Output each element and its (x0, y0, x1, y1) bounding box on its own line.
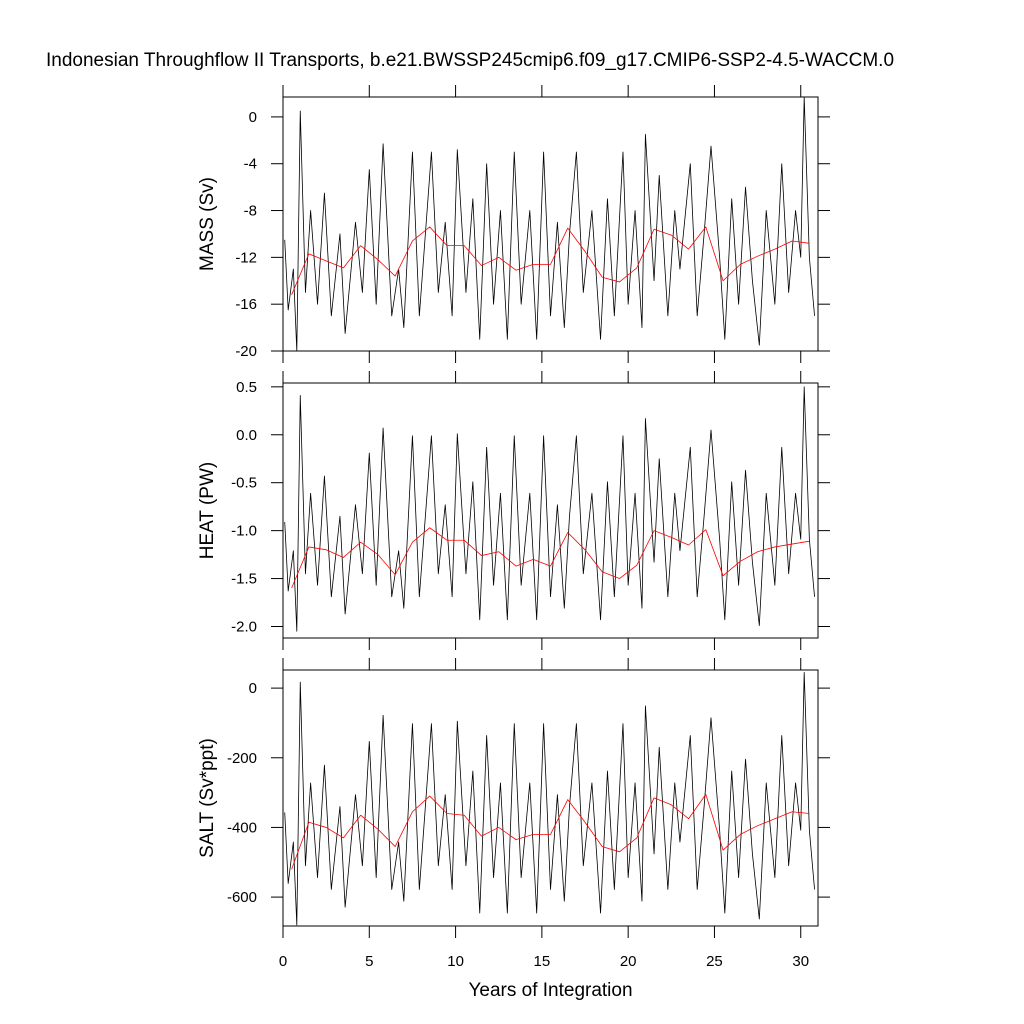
x-tick-label: 10 (447, 953, 464, 970)
y-tick-label: -2.0 (231, 618, 257, 635)
y-tick-label: -16 (235, 296, 257, 313)
y-tick-label: -12 (235, 249, 257, 266)
x-tick-label: 0 (279, 953, 287, 970)
y-tick-label: -400 (227, 819, 257, 836)
x-axis-label: Years of Integration (468, 980, 632, 1001)
x-tick-label: 15 (534, 953, 551, 970)
plot-frame (282, 669, 819, 927)
y-tick-label: -20 (235, 343, 257, 360)
plot-frame (282, 96, 819, 352)
data-line (284, 96, 815, 352)
y-tick-label: 0.5 (236, 379, 257, 396)
y-tick-label: -1.5 (231, 571, 257, 588)
y-tick-label: -1.0 (231, 523, 257, 540)
y-tick-label: 0 (249, 109, 257, 126)
y-axis-label: MASS (Sv) (197, 177, 218, 271)
x-tick-label: 20 (620, 953, 637, 970)
y-tick-label: -8 (244, 203, 257, 220)
y-axis-label: SALT (Sv*ppt) (197, 738, 218, 858)
y-tick-label: -600 (227, 889, 257, 906)
data-line (291, 226, 810, 295)
data-line (291, 527, 810, 589)
x-tick-label: 5 (365, 953, 373, 970)
data-line (284, 386, 815, 632)
data-line (291, 793, 810, 870)
chart-title: Indonesian Throughflow II Transports, b.… (46, 50, 894, 71)
y-tick-label: -0.5 (231, 475, 257, 492)
x-tick-label: 25 (706, 953, 723, 970)
x-tick-label: 30 (792, 953, 809, 970)
y-tick-label: -4 (244, 156, 257, 173)
y-tick-label: 0 (249, 680, 257, 697)
data-line (284, 672, 815, 926)
y-tick-label: -200 (227, 750, 257, 767)
y-axis-label: HEAT (PW) (197, 462, 218, 559)
plot-frame (282, 382, 819, 639)
y-tick-label: 0.0 (236, 427, 257, 444)
